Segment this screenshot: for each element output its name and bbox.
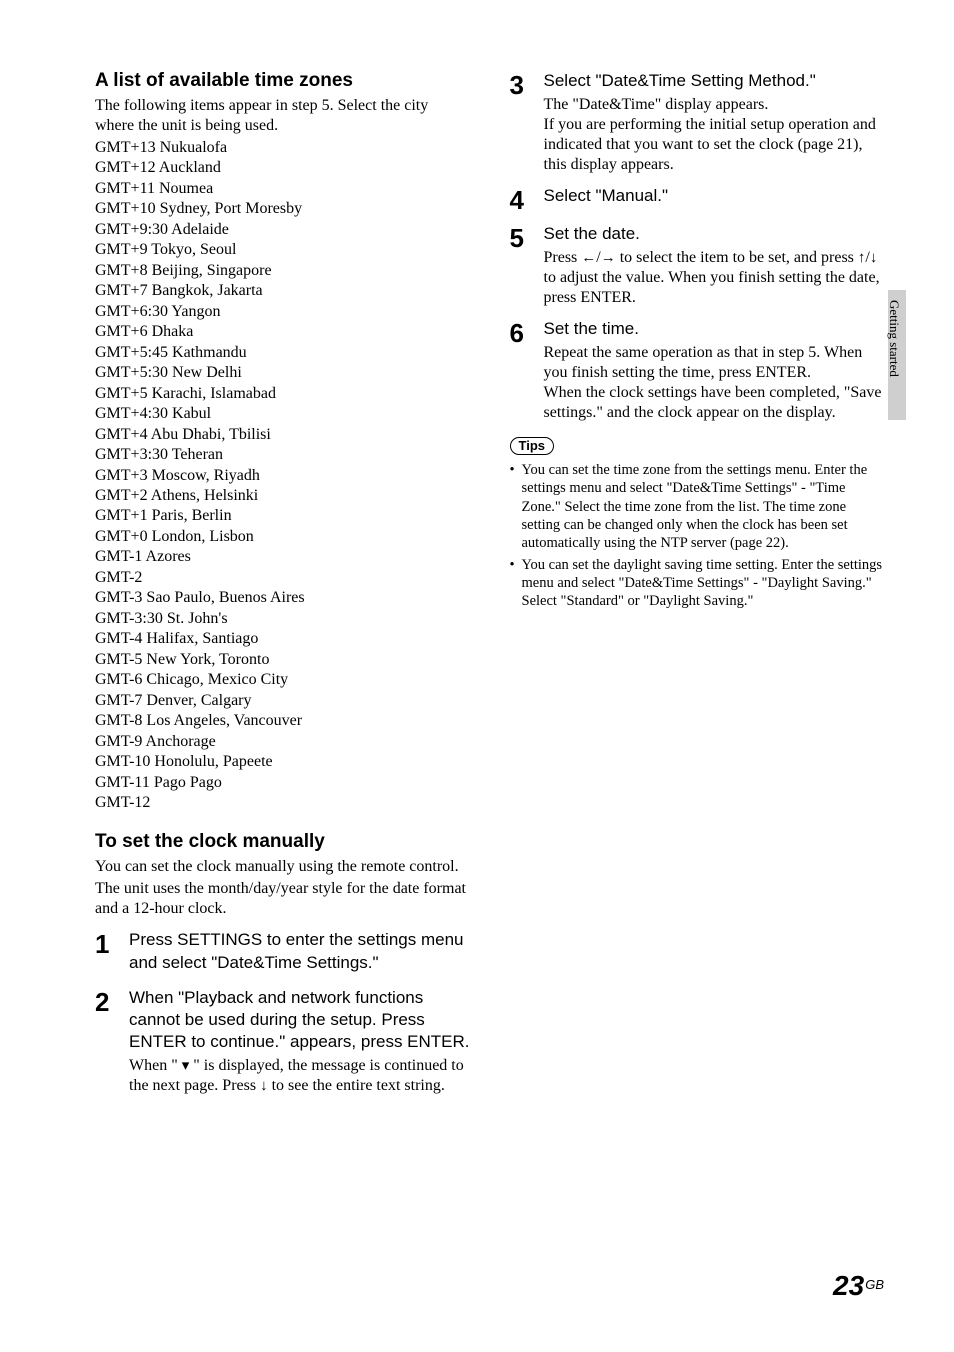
timezone-item: GMT+13 Nukualofa — [95, 138, 470, 158]
timezone-item: GMT+7 Bangkok, Jakarta — [95, 281, 470, 301]
timezone-item: GMT+11 Noumea — [95, 179, 470, 199]
timezone-item: GMT-9 Anchorage — [95, 732, 470, 752]
step-1: 1 Press SETTINGS to enter the settings m… — [95, 929, 470, 976]
step-2-number: 2 — [95, 987, 129, 1015]
step-3-number: 3 — [510, 70, 544, 98]
timezone-item: GMT-1 Azores — [95, 547, 470, 567]
manual-intro-1: You can set the clock manually using the… — [95, 857, 470, 877]
timezone-item: GMT-11 Pago Pago — [95, 773, 470, 793]
step-4-number: 4 — [510, 185, 544, 213]
timezone-item: GMT-2 — [95, 568, 470, 588]
step-5: 5 Set the date. Press ←/→ to select the … — [510, 223, 885, 308]
down-arrow-icon: ↓ — [260, 1077, 268, 1094]
step-1-title: Press SETTINGS to enter the settings men… — [129, 929, 470, 973]
timezone-item: GMT-5 New York, Toronto — [95, 650, 470, 670]
step-6: 6 Set the time. Repeat the same operatio… — [510, 318, 885, 423]
left-arrow-icon: ← — [581, 249, 596, 266]
timezone-item: GMT+10 Sydney, Port Moresby — [95, 199, 470, 219]
page-suffix: GB — [865, 1277, 884, 1292]
timezone-item: GMT-7 Denver, Calgary — [95, 691, 470, 711]
timezone-item: GMT+2 Athens, Helsinki — [95, 486, 470, 506]
step-4: 4 Select "Manual." — [510, 185, 885, 213]
timezone-item: GMT-6 Chicago, Mexico City — [95, 670, 470, 690]
timezone-item: GMT+8 Beijing, Singapore — [95, 261, 470, 281]
timezone-item: GMT+6:30 Yangon — [95, 302, 470, 322]
step-2-desc-a: When " — [129, 1057, 182, 1074]
tip-item: You can set the daylight saving time set… — [510, 556, 885, 610]
step-2: 2 When "Playback and network functions c… — [95, 987, 470, 1096]
timezone-item: GMT+5:45 Kathmandu — [95, 343, 470, 363]
manual-intro-2: The unit uses the month/day/year style f… — [95, 879, 470, 919]
step-5-desc-b: to select the item to be set, and press — [616, 249, 858, 266]
timezone-item: GMT+0 London, Lisbon — [95, 527, 470, 547]
timezone-item: GMT-8 Los Angeles, Vancouver — [95, 711, 470, 731]
timezone-item: GMT+1 Paris, Berlin — [95, 506, 470, 526]
step-5-desc-c: to adjust the value. When you finish set… — [544, 269, 880, 306]
timezone-item: GMT-3 Sao Paulo, Buenos Aires — [95, 588, 470, 608]
timezone-list: GMT+13 NukualofaGMT+12 AucklandGMT+11 No… — [95, 138, 470, 813]
timezones-intro: The following items appear in step 5. Se… — [95, 96, 470, 136]
down-arrow-icon-2: ↓ — [870, 249, 878, 266]
tips-badge: Tips — [510, 437, 555, 455]
timezone-item: GMT+4:30 Kabul — [95, 404, 470, 424]
left-column: A list of available time zones The follo… — [95, 70, 470, 1096]
timezone-item: GMT+5:30 New Delhi — [95, 363, 470, 383]
timezone-item: GMT+9 Tokyo, Seoul — [95, 240, 470, 260]
step-2-desc: When " ▾ " is displayed, the message is … — [129, 1056, 470, 1096]
step-2-title: When "Playback and network functions can… — [129, 987, 470, 1053]
step-6-title: Set the time. — [544, 318, 885, 340]
timezone-item: GMT-12 — [95, 793, 470, 813]
timezone-item: GMT-10 Honolulu, Papeete — [95, 752, 470, 772]
timezone-item: GMT+5 Karachi, Islamabad — [95, 384, 470, 404]
timezone-item: GMT+3 Moscow, Riyadh — [95, 466, 470, 486]
heading-timezones: A list of available time zones — [95, 70, 470, 92]
step-5-desc: Press ←/→ to select the item to be set, … — [544, 248, 885, 308]
timezone-item: GMT+6 Dhaka — [95, 322, 470, 342]
step-5-title: Set the date. — [544, 223, 885, 245]
step-4-title: Select "Manual." — [544, 185, 885, 207]
heading-manual-clock: To set the clock manually — [95, 831, 470, 853]
right-arrow-icon: → — [601, 249, 616, 266]
side-tab-label: Getting started — [886, 300, 902, 377]
page-number: 23 — [833, 1270, 864, 1301]
step-5-number: 5 — [510, 223, 544, 251]
tip-item: You can set the time zone from the setti… — [510, 461, 885, 552]
timezone-item: GMT-3:30 St. John's — [95, 609, 470, 629]
timezone-item: GMT+12 Auckland — [95, 158, 470, 178]
step-3-title: Select "Date&Time Setting Method." — [544, 70, 885, 92]
content-columns: A list of available time zones The follo… — [95, 70, 884, 1096]
step-6-desc: Repeat the same operation as that in ste… — [544, 343, 885, 423]
step-3-desc: The "Date&Time" display appears. If you … — [544, 95, 885, 175]
timezone-item: GMT-4 Halifax, Santiago — [95, 629, 470, 649]
step-6-number: 6 — [510, 318, 544, 346]
step-3: 3 Select "Date&Time Setting Method." The… — [510, 70, 885, 175]
right-column: 3 Select "Date&Time Setting Method." The… — [510, 70, 885, 1096]
timezone-item: GMT+9:30 Adelaide — [95, 220, 470, 240]
timezone-item: GMT+4 Abu Dhabi, Tbilisi — [95, 425, 470, 445]
step-1-number: 1 — [95, 929, 129, 957]
page-footer: 23GB — [833, 1270, 884, 1302]
step-5-desc-a: Press — [544, 249, 582, 266]
timezone-item: GMT+3:30 Teheran — [95, 445, 470, 465]
tips-list: You can set the time zone from the setti… — [510, 461, 885, 610]
step-2-desc-c: to see the entire text string. — [268, 1077, 445, 1094]
